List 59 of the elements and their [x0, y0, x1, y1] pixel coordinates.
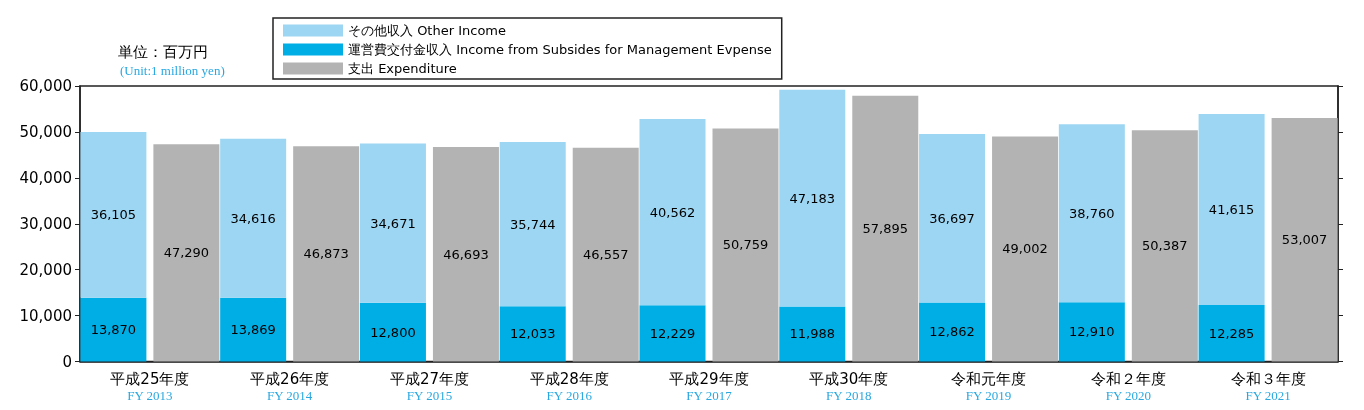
data-label: 46,873 [303, 246, 349, 262]
y-tick-label: 30,000 [19, 214, 72, 233]
bar [499, 306, 566, 362]
bar [919, 302, 986, 362]
data-label: 50,759 [722, 237, 769, 253]
data-label: 36,697 [929, 210, 975, 226]
data-label: 57,895 [862, 221, 909, 237]
bar [359, 302, 426, 362]
data-label: 49,002 [1002, 241, 1048, 257]
data-label: 38,760 [1069, 205, 1115, 221]
legend-label: 運営費交付金収入 Income from Subsides for Management Evpense [348, 42, 772, 57]
y-tick-label: 40,000 [19, 168, 72, 187]
y-tick-label: 60,000 [19, 77, 72, 95]
data-label: 11,988 [789, 326, 836, 342]
data-label: 40,562 [649, 204, 696, 220]
legend-label: その他収入 Other Income [348, 23, 507, 38]
x-tick-label: 平成30年度 FY 2018 [809, 369, 889, 403]
data-label: 35,744 [509, 216, 556, 232]
bar [80, 297, 147, 362]
y-tick-label: 10,000 [19, 306, 72, 325]
data-label: 41,615 [1208, 202, 1255, 218]
data-label: 53,007 [1281, 232, 1328, 248]
data-label: 50,387 [1142, 238, 1188, 254]
data-label: 46,693 [443, 246, 489, 262]
text: (Unit:1 million yen) [120, 63, 225, 78]
y-tick-label: 20,000 [19, 260, 72, 279]
data-label: 12,033 [509, 326, 556, 342]
x-tick-label: 平成29年度 FY 2017 [669, 369, 749, 403]
y-tick-label: 0 [62, 352, 72, 371]
data-label: 34,671 [370, 215, 416, 231]
data-label: 12,862 [929, 324, 975, 340]
x-tick-label: 令和３年度 FY 2021 [1230, 369, 1306, 403]
data-label: 13,869 [230, 322, 276, 338]
x-tick-label: 令和２年度 FY 2020 [1090, 369, 1166, 403]
legend-label: 支出 Expenditure [348, 61, 457, 76]
bar [1058, 302, 1125, 362]
x-tick-label: 平成26年度 FY 2014 [250, 369, 330, 403]
bar [220, 297, 287, 362]
data-label: 36,105 [90, 207, 137, 223]
bar [1271, 118, 1338, 362]
data-label: 34,616 [230, 210, 276, 226]
y-tick-label: 50,000 [19, 122, 72, 141]
x-tick-label: 平成28年度 FY 2016 [529, 369, 609, 403]
data-label: 12,800 [370, 324, 416, 340]
data-label: 13,870 [90, 322, 137, 338]
bar [639, 305, 706, 362]
x-tick-label: 令和元年度 FY 2019 [951, 369, 1027, 403]
data-label: 12,910 [1069, 324, 1115, 340]
data-label: 47,183 [789, 190, 836, 206]
data-label: 12,229 [649, 325, 696, 341]
data-label: 46,557 [582, 247, 629, 263]
bar [1198, 305, 1265, 362]
bar [80, 132, 147, 298]
data-label: 47,290 [163, 245, 210, 261]
bar [779, 306, 846, 362]
x-tick-label: 平成27年度 FY 2015 [389, 369, 469, 403]
x-tick-label: 平成25年度 FY 2013 [110, 369, 190, 403]
text: 単位：百万円 [118, 42, 208, 61]
data-label: 12,285 [1208, 325, 1255, 341]
